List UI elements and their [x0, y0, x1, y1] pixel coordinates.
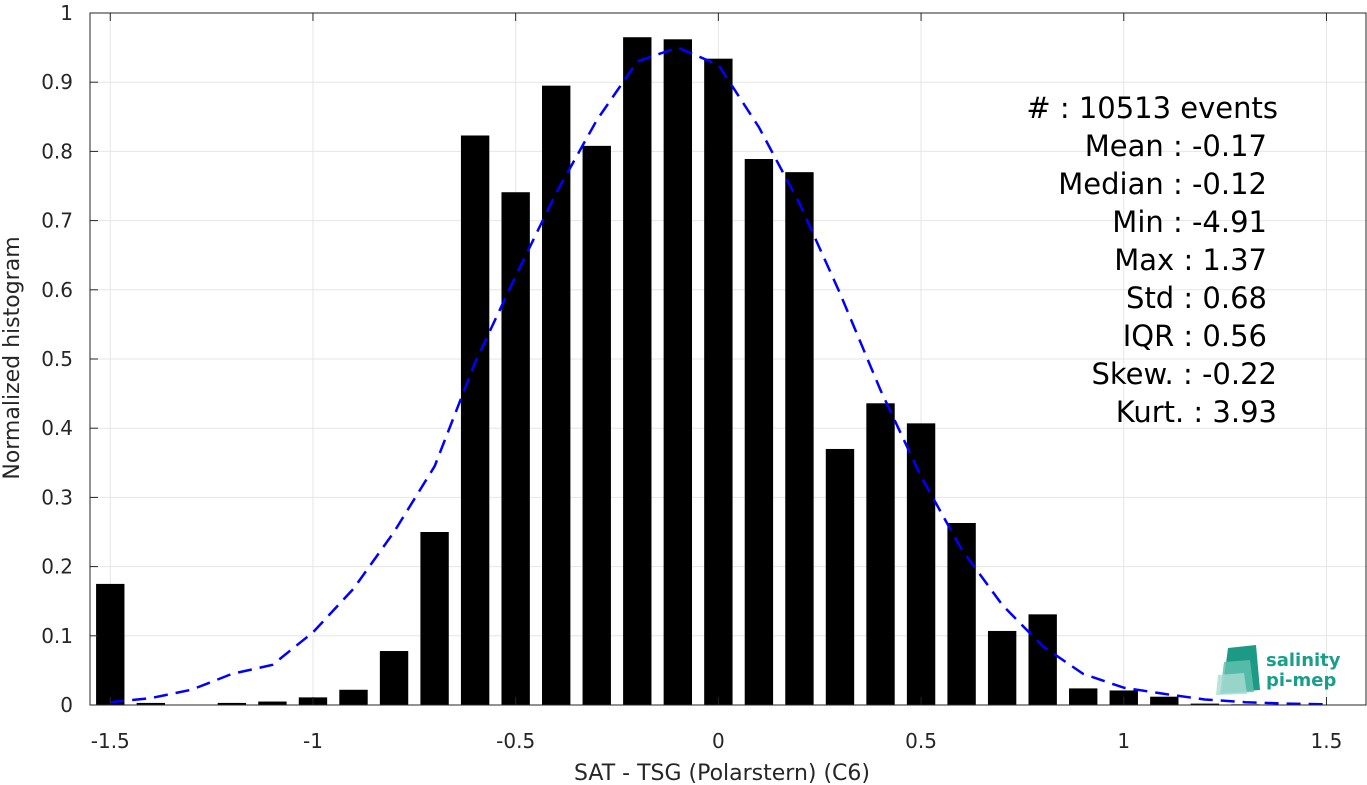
stat-line: Mean : -0.17 [1085, 129, 1267, 163]
histogram-bar [785, 172, 814, 705]
logo-text-salinity: salinity [1266, 650, 1341, 671]
y-axis-title: Normalized histogram [0, 236, 25, 479]
histogram-bars [96, 37, 1260, 706]
y-tick-label: 0.7 [41, 209, 73, 233]
histogram-bar [339, 689, 368, 705]
y-tick-label: 0.6 [41, 278, 73, 302]
x-tick-label: -1 [303, 729, 323, 753]
x-tick-label: 1.5 [1311, 729, 1343, 753]
y-tick-label: 1 [60, 1, 73, 25]
statistics-panel: # : 10513 events Mean : -0.17 Median : -0.… [1026, 91, 1278, 429]
x-tick-label: 0.5 [905, 729, 937, 753]
y-tick-label: 0.4 [41, 416, 73, 440]
histogram-bar [744, 159, 774, 706]
stat-line: Kurt. : 3.93 [1116, 395, 1277, 429]
histogram-bar [460, 135, 490, 705]
histogram-bar [663, 39, 693, 705]
histogram-bar [379, 651, 409, 705]
histogram-bar [542, 85, 571, 705]
y-tick-label: 0.3 [41, 485, 73, 509]
x-tick-label: 1 [1117, 729, 1130, 753]
logo-text-pi-mep: pi-mep [1266, 670, 1336, 691]
histogram-bar [947, 523, 976, 705]
y-axis-ticks: 0 0.1 0.2 0.3 0.4 0.5 0.6 0.7 0.8 0.9 1 [41, 1, 98, 717]
histogram-bar [258, 701, 287, 705]
histogram-bar [825, 448, 855, 705]
stat-line: Skew. : -0.22 [1091, 357, 1277, 391]
gaussian-fit-line [110, 46, 1327, 706]
histogram-bar [136, 702, 165, 705]
x-tick-label: -1.5 [91, 729, 130, 753]
histogram-bar [1028, 614, 1057, 705]
y-tick-label: 0.1 [41, 624, 73, 648]
histogram-bar [1069, 688, 1098, 705]
histogram-bar [1190, 703, 1220, 705]
logo-icon [1216, 645, 1260, 695]
histogram-bar [420, 532, 449, 705]
histogram-bar [623, 37, 652, 706]
x-tick-label: 0 [712, 729, 725, 753]
histogram-bar [906, 423, 936, 705]
stat-line: IQR : 0.56 [1123, 319, 1267, 353]
y-tick-label: 0.2 [41, 555, 73, 579]
histogram-bar [866, 403, 895, 705]
stat-line: Std : 0.68 [1126, 281, 1267, 315]
histogram-bar [704, 58, 733, 706]
histogram-bar [501, 192, 530, 705]
x-axis-title: SAT - TSG (Polarstern) (C6) [574, 761, 870, 785]
y-tick-label: 0.5 [41, 347, 73, 371]
stat-line: # : 10513 events [1026, 91, 1278, 125]
histogram-bar [217, 702, 247, 705]
stat-line: Min : -4.91 [1112, 205, 1267, 239]
y-tick-label: 0.9 [41, 70, 73, 94]
y-tick-label: 0 [60, 693, 73, 717]
stat-line: Max : 1.37 [1114, 243, 1267, 277]
histogram-bar [987, 630, 1017, 705]
histogram-bar [582, 145, 611, 705]
y-tick-label: 0.8 [41, 139, 73, 163]
x-tick-label: -0.5 [496, 729, 535, 753]
histogram-bar [96, 583, 125, 705]
histogram-bar [1150, 696, 1179, 705]
stat-line: Median : -0.12 [1058, 167, 1267, 201]
salinity-pi-mep-logo: salinity pi-mep [1216, 645, 1341, 695]
x-axis-ticks: -1.5 -1 -0.5 0 0.5 1 1.5 [91, 13, 1343, 753]
